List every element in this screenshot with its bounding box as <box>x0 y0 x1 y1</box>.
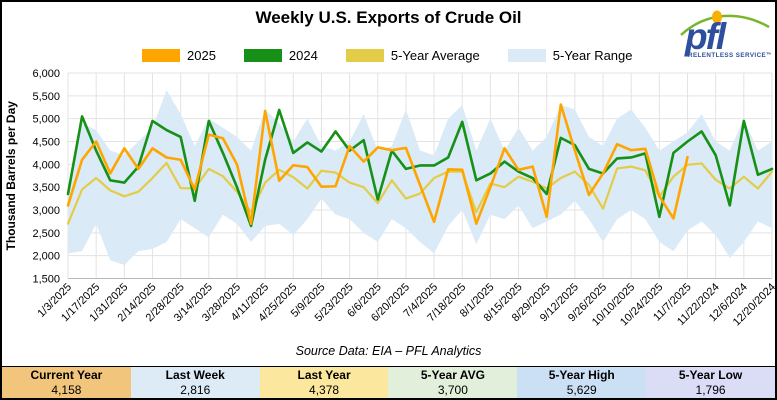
logo-swoosh-icon <box>680 14 770 36</box>
stat-label: Last Week <box>165 368 225 382</box>
legend-label-5yr-average: 5-Year Average <box>390 47 480 63</box>
legend-item-5yr-range: 5-Year Range <box>507 47 633 63</box>
stat-label: 5-Year AVG <box>420 368 485 382</box>
source-note: Source Data: EIA – PFL Analytics <box>295 344 482 358</box>
logo-text: pfl <box>684 16 727 57</box>
legend-swatch-5yr-average <box>345 48 384 62</box>
stats-row: Current Year 4,158 Last Week 2,816 Last … <box>2 366 775 398</box>
stat-label: 5-Year High <box>548 368 615 382</box>
legend-label-2024: 2024 <box>288 47 318 63</box>
svg-text:2,500: 2,500 <box>32 228 60 240</box>
stat-5yr-avg: 5-Year AVG 3,700 <box>388 367 518 398</box>
stat-value: 3,700 <box>437 383 468 397</box>
logo-sun-icon <box>712 10 722 24</box>
stat-value: 1,796 <box>695 383 726 397</box>
chart-area: 6,000 5,500 5,000 4,500 4,000 3,500 3,000 2,500… <box>2 62 775 354</box>
stat-label: 5-Year Low <box>678 368 743 382</box>
legend-swatch-2025 <box>142 48 180 62</box>
legend-swatch-2024 <box>243 48 282 62</box>
stat-5yr-high: 5-Year High 5,629 <box>517 367 647 398</box>
stat-label: Current Year <box>30 368 103 382</box>
svg-text:4,000: 4,000 <box>32 159 60 171</box>
svg-text:1,500: 1,500 <box>32 274 60 286</box>
chart-svg: 6,000 5,500 5,000 4,500 4,000 3,500 3,000 2,500… <box>4 68 775 329</box>
stat-value: 4,158 <box>51 383 82 397</box>
chart-legend: 2025 2024 5-Year Average 5-Year Range <box>142 46 651 64</box>
svg-text:2,000: 2,000 <box>32 251 60 263</box>
logo-tagline: RELENTLESS SERVICE™ <box>688 52 771 59</box>
stat-label: Last Year <box>297 368 351 382</box>
stat-last-year: Last Year 4,378 <box>259 367 389 398</box>
stat-value: 2,816 <box>180 383 211 397</box>
svg-text:6,000: 6,000 <box>32 68 60 80</box>
page-title: Weekly U.S. Exports of Crude Oil <box>255 8 522 27</box>
svg-text:5,000: 5,000 <box>32 114 60 126</box>
legend-item-2025: 2025 <box>142 48 216 63</box>
svg-text:Thousand Barrels per Day: Thousand Barrels per Day <box>4 101 18 251</box>
stat-last-week: Last Week 2,816 <box>130 367 260 398</box>
legend-label-2025: 2025 <box>187 47 216 63</box>
legend-label-5yr-range: 5-Year Range <box>552 47 633 63</box>
stat-value: 5,629 <box>566 383 597 397</box>
svg-text:3,000: 3,000 <box>32 205 60 217</box>
legend-item-2024: 2024 <box>243 47 318 63</box>
svg-text:3,500: 3,500 <box>32 182 60 194</box>
svg-text:4,500: 4,500 <box>32 137 60 149</box>
pfl-logo: pfl RELENTLESS SERVICE™ <box>680 10 771 59</box>
stat-5yr-low: 5-Year Low 1,796 <box>646 367 775 398</box>
legend-swatch-5yr-range <box>507 48 546 62</box>
legend-item-5yr-average: 5-Year Average <box>345 47 480 63</box>
svg-text:5,500: 5,500 <box>32 91 60 103</box>
stat-value: 4,378 <box>309 383 340 397</box>
stat-current-year: Current Year 4,158 <box>2 367 131 398</box>
